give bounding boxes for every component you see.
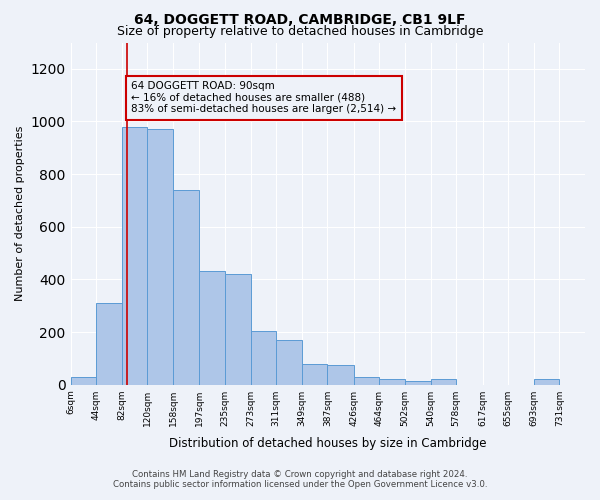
Y-axis label: Number of detached properties: Number of detached properties <box>15 126 25 302</box>
Bar <box>148 130 173 384</box>
Bar <box>199 272 225 384</box>
Bar <box>71 377 96 384</box>
X-axis label: Distribution of detached houses by size in Cambridge: Distribution of detached houses by size … <box>169 437 487 450</box>
Bar <box>96 303 122 384</box>
Bar <box>122 126 148 384</box>
Bar <box>328 365 354 384</box>
Text: 64, DOGGETT ROAD, CAMBRIDGE, CB1 9LF: 64, DOGGETT ROAD, CAMBRIDGE, CB1 9LF <box>134 12 466 26</box>
Bar <box>534 380 559 384</box>
Bar <box>173 190 199 384</box>
Bar <box>354 377 379 384</box>
Bar <box>251 330 276 384</box>
Bar <box>379 380 405 384</box>
Text: 64 DOGGETT ROAD: 90sqm
← 16% of detached houses are smaller (488)
83% of semi-de: 64 DOGGETT ROAD: 90sqm ← 16% of detached… <box>131 81 397 114</box>
Text: Size of property relative to detached houses in Cambridge: Size of property relative to detached ho… <box>117 25 483 38</box>
Bar <box>405 380 431 384</box>
Bar <box>431 380 456 384</box>
Bar <box>276 340 302 384</box>
Bar <box>302 364 328 384</box>
Text: Contains HM Land Registry data © Crown copyright and database right 2024.
Contai: Contains HM Land Registry data © Crown c… <box>113 470 487 489</box>
Bar <box>225 274 251 384</box>
